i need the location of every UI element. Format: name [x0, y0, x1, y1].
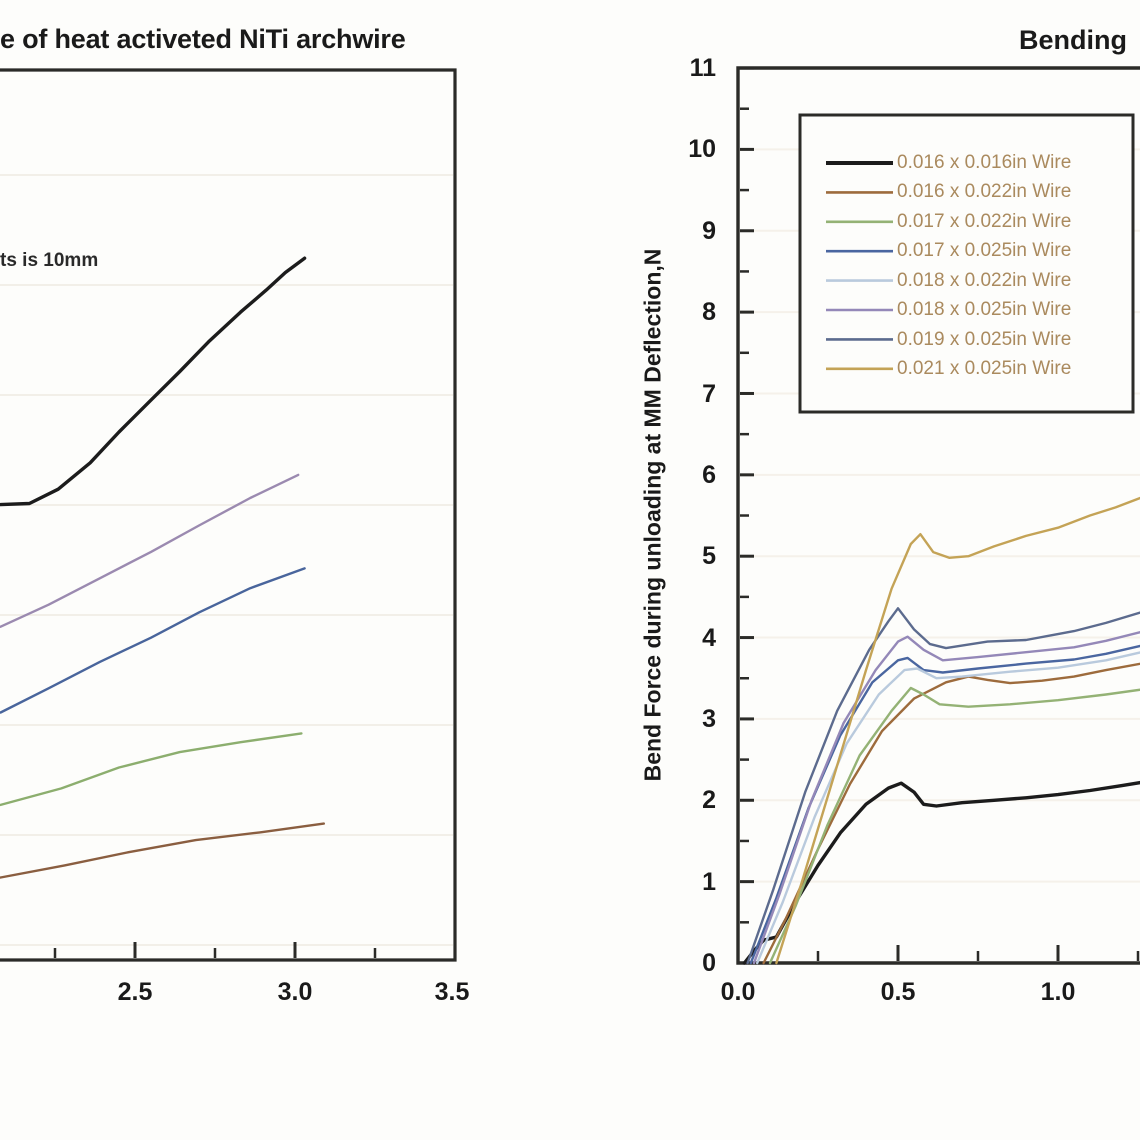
left-chart-annotation: ts is 10mm	[0, 250, 99, 271]
right-x-tick-label: 0.0	[720, 978, 756, 1006]
left-x-tick-label: 3.5	[434, 978, 470, 1006]
legend-label-7: 0.019 x 0.025in Wire	[897, 329, 1072, 350]
right-y-tick-label: 10	[688, 135, 716, 163]
right-y-tick-label: 9	[702, 217, 716, 245]
left-x-tick-label: 2.5	[117, 978, 153, 1006]
right-y-tick-label: 8	[702, 298, 716, 326]
right-y-tick-label: 7	[702, 380, 716, 408]
right-chart-title: Bending	[1019, 25, 1127, 55]
right-y-tick-label: 5	[702, 542, 716, 570]
legend-label-4: 0.017 x 0.025in Wire	[897, 240, 1072, 261]
legend-label-3: 0.017 x 0.022in Wire	[897, 211, 1072, 232]
legend-label-5: 0.018 x 0.022in Wire	[897, 270, 1072, 291]
right-y-tick-label: 3	[702, 705, 716, 733]
legend-label-6: 0.018 x 0.025in Wire	[897, 299, 1072, 320]
legend-label-1: 0.016 x 0.016in Wire	[897, 152, 1072, 173]
right-y-axis-title: Bend Force during unloading at MM Deflec…	[639, 248, 666, 782]
left-x-tick-label: 3.0	[277, 978, 313, 1006]
right-y-tick-label: 2	[702, 786, 716, 814]
legend-label-2: 0.016 x 0.022in Wire	[897, 181, 1072, 202]
right-y-tick-label: 6	[702, 461, 716, 489]
right-x-tick-label: 1.0	[1040, 978, 1076, 1006]
right-y-tick-label: 4	[702, 624, 716, 652]
right-x-tick-label: 0.5	[880, 978, 916, 1006]
right-y-tick-label: 11	[689, 54, 716, 82]
right-y-tick-label: 0	[702, 949, 716, 977]
legend-label-8: 0.021 x 0.025in Wire	[897, 358, 1072, 379]
left-chart-title: e of heat activeted NiTi archwire	[0, 24, 406, 54]
right-y-tick-label: 1	[702, 868, 716, 896]
